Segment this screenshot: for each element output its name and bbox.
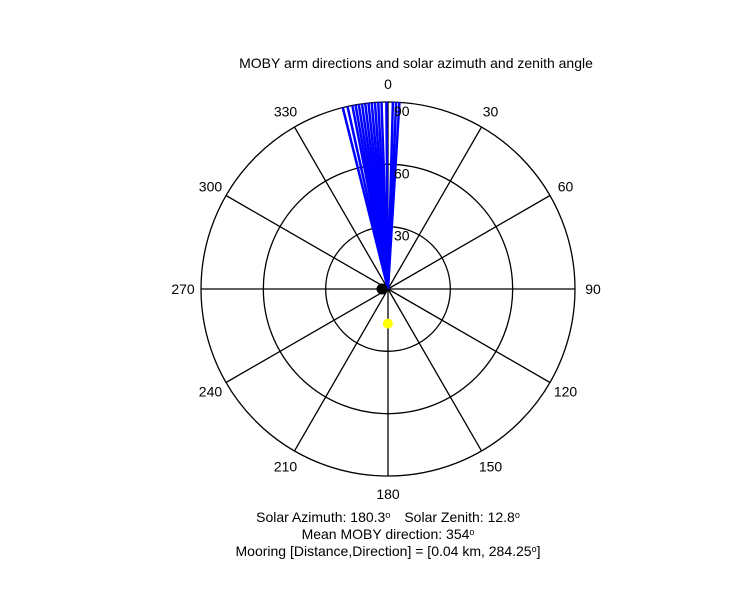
spoke-line <box>225 288 389 384</box>
spoke-line <box>293 288 389 452</box>
angle-tick-label: 120 <box>554 384 578 400</box>
angle-tick-label: 180 <box>376 486 400 502</box>
mean-direction-text: Mean MOBY direction: 354 <box>301 526 470 542</box>
spoke-line <box>387 194 551 290</box>
radial-tick-label: 60 <box>394 165 410 181</box>
solar-position-marker <box>382 318 393 329</box>
degree-symbol: o <box>531 544 537 554</box>
solar-zenith-text: Solar Zenith: 12.8 <box>404 509 515 525</box>
spoke-line <box>387 288 551 384</box>
degree-symbol: o <box>385 510 391 520</box>
center-marker <box>376 283 388 295</box>
degree-symbol: o <box>469 527 475 537</box>
footer-mooring-line: Mooring [Distance,Direction] = [0.04 km,… <box>0 543 750 559</box>
angle-tick-label: 60 <box>558 179 574 195</box>
angle-tick-label: 300 <box>199 179 223 195</box>
angle-tick-label: 30 <box>483 103 499 119</box>
chart-title: MOBY arm directions and solar azimuth an… <box>239 55 593 71</box>
angle-tick-label: 270 <box>171 281 195 297</box>
radial-tick-label: 90 <box>394 103 410 119</box>
footer-solar-line: Solar Azimuth: 180.3o Solar Zenith: 12.8o <box>0 509 750 525</box>
closing-bracket: ] <box>536 543 541 559</box>
mooring-text: Mooring [Distance,Direction] = [0.04 km,… <box>235 543 532 559</box>
markers <box>376 283 393 329</box>
angle-tick-label: 0 <box>384 76 392 92</box>
angle-tick-label: 240 <box>199 384 223 400</box>
spoke-line <box>387 288 483 452</box>
spoke-line <box>225 194 389 290</box>
tick-labels: 0 30 60 90 120 150 180 210 240 270 300 330 30 60 90 <box>171 76 601 502</box>
arm-direction-line <box>386 102 401 290</box>
angle-tick-label: 330 <box>274 103 298 119</box>
angle-tick-label: 210 <box>274 459 298 475</box>
degree-symbol: o <box>514 510 520 520</box>
radial-tick-label: 30 <box>394 228 410 244</box>
polar-grid <box>200 101 576 477</box>
spoke-line <box>387 126 483 290</box>
angle-tick-label: 150 <box>479 459 503 475</box>
solar-azimuth-text: Solar Azimuth: 180.3 <box>256 509 386 525</box>
angle-tick-label: 90 <box>585 281 601 297</box>
footer-mean-direction-line: Mean MOBY direction: 354o <box>0 526 750 542</box>
spoke-line <box>293 126 389 290</box>
arm-directions <box>341 101 401 290</box>
